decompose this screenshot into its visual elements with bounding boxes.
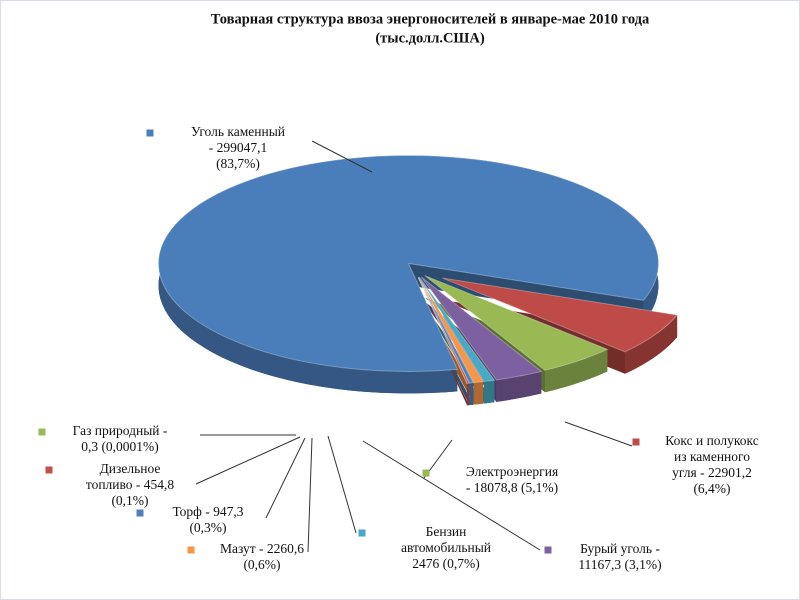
slice-side (484, 380, 495, 404)
data-label: топливо - 454,8 (86, 477, 175, 492)
chart-title: Товарная структура ввоза энергоносителей… (211, 11, 650, 27)
slice-side (624, 314, 678, 374)
data-label: (0,3%) (189, 520, 226, 535)
slice-side (473, 381, 484, 405)
data-label: 11167,3 (3,1%) (578, 557, 661, 572)
data-label: (0,1%) (111, 493, 148, 508)
legend-key (45, 466, 53, 474)
slice-side (467, 383, 470, 406)
slice (417, 277, 468, 384)
legend-key (544, 546, 552, 554)
leader-line (307, 437, 313, 553)
leader-line (195, 436, 301, 485)
slice (424, 275, 609, 371)
slice (417, 277, 470, 384)
data-label: (6,4%) (693, 481, 730, 496)
data-label: Торф - 947,3 (172, 504, 243, 519)
chart-subtitle: (тыс.долл.США) (375, 30, 484, 46)
legend-key (187, 546, 195, 554)
legend-key (136, 509, 144, 517)
legend-key (38, 428, 46, 436)
slice (418, 277, 485, 384)
data-label: - 18078,8 (5,1%) (466, 480, 558, 495)
data-label: (83,7%) (216, 156, 260, 171)
data-label: Кокс и полукокс (665, 433, 758, 448)
data-label: Бурый уголь - (580, 541, 660, 556)
legend-key (358, 529, 366, 537)
data-label: Электроэнергия (466, 464, 558, 479)
slice (158, 154, 659, 372)
slice (442, 277, 679, 353)
data-label: Мазут - 2260,6 (220, 541, 304, 556)
leader-line (327, 435, 357, 534)
data-label: Газ природный - (73, 423, 168, 438)
legend-key (422, 469, 430, 477)
data-label: Уголь каменный (191, 124, 285, 139)
data-label: угля - 22901,2 (672, 465, 752, 480)
data-label: из каменного (674, 449, 750, 464)
leader-line (362, 440, 541, 551)
slice-side (496, 371, 542, 402)
leader-line (564, 421, 633, 447)
leader-line (311, 140, 373, 173)
leader-line (265, 437, 306, 519)
data-label: - 299047,1 (209, 140, 268, 155)
data-label: 2476 (0,7%) (412, 556, 480, 571)
slice-side (544, 349, 608, 393)
data-label: Дизельное (100, 461, 161, 476)
legend-key (632, 438, 640, 446)
slice-side (469, 382, 474, 406)
legend-key (146, 129, 154, 137)
slice (419, 276, 496, 383)
slice (420, 276, 543, 381)
data-label: (0,6%) (243, 557, 280, 572)
slice (417, 277, 475, 384)
data-label: Бензин (426, 524, 467, 539)
data-label: 0,3 (0,0001%) (81, 439, 159, 454)
data-label: автомобильный (401, 540, 491, 555)
